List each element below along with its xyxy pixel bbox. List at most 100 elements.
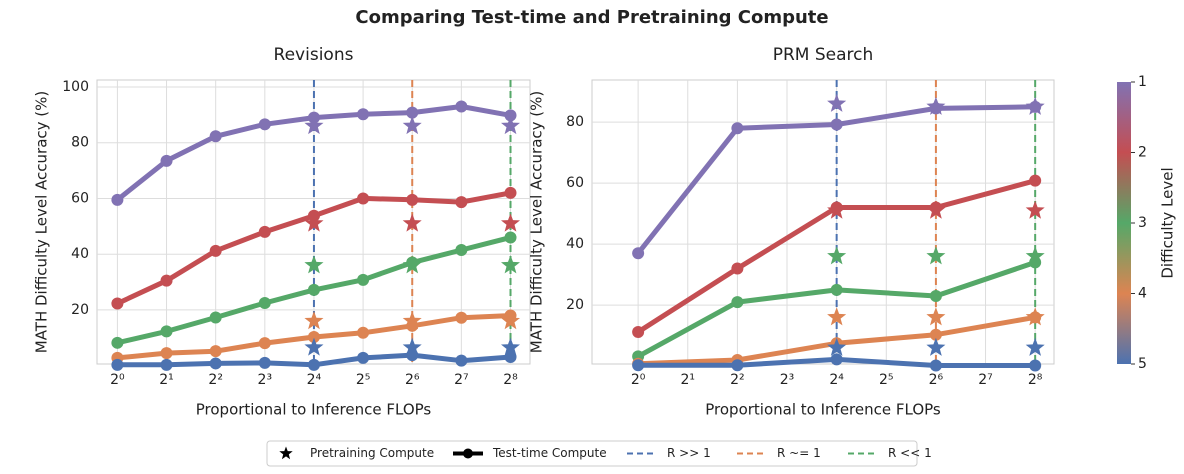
test-time-point bbox=[455, 244, 468, 257]
pretraining-star bbox=[1025, 200, 1045, 219]
pretraining-star bbox=[827, 246, 847, 265]
y-tick-label: 100 bbox=[62, 79, 89, 95]
test-time-point bbox=[830, 118, 843, 131]
pretraining-star bbox=[402, 311, 422, 330]
test-time-point bbox=[357, 273, 370, 286]
pretraining-star bbox=[501, 337, 520, 356]
legend-label: R >> 1 bbox=[667, 446, 711, 460]
pretraining-star bbox=[926, 200, 946, 219]
legend-label: Pretraining Compute bbox=[310, 446, 434, 460]
pretraining-star bbox=[1025, 96, 1045, 115]
test-time-point bbox=[731, 122, 744, 135]
test-time-point bbox=[111, 358, 124, 371]
x-tick-label: 2¹ bbox=[680, 372, 695, 388]
x-tick-label: 2⁰ bbox=[631, 372, 646, 388]
test-time-point bbox=[731, 262, 744, 275]
pretraining-star bbox=[402, 116, 422, 135]
test-time-point bbox=[504, 351, 517, 364]
y-axis-label: MATH Difficulty Level Accuracy (%) bbox=[528, 91, 546, 354]
test-time-point bbox=[632, 247, 645, 260]
x-tick-label: 2³ bbox=[258, 372, 273, 388]
pretraining-star bbox=[501, 255, 520, 274]
pretraining-star bbox=[304, 337, 324, 356]
test-time-point bbox=[160, 347, 173, 360]
panel-title: PRM Search bbox=[773, 45, 874, 65]
y-tick-label: 20 bbox=[71, 302, 89, 318]
y-tick-label: 60 bbox=[566, 175, 584, 191]
x-tick-label: 2⁶ bbox=[405, 372, 420, 388]
x-axis-label: Proportional to Inference FLOPs bbox=[196, 401, 432, 419]
test-time-point bbox=[307, 330, 320, 343]
test-time-point bbox=[357, 108, 370, 121]
x-tick-label: 2⁷ bbox=[454, 372, 469, 388]
pretraining-star bbox=[304, 255, 324, 274]
x-tick-label: 2¹ bbox=[159, 372, 174, 388]
test-time-point bbox=[307, 283, 320, 296]
legend-box bbox=[266, 440, 918, 467]
test-time-point bbox=[160, 274, 173, 287]
test-time-point bbox=[406, 193, 419, 206]
colorbar-tick-label: 3 bbox=[1138, 215, 1147, 231]
x-axis-label: Proportional to Inference FLOPs bbox=[705, 401, 941, 419]
test-time-point bbox=[258, 337, 271, 350]
x-tick-label: 2³ bbox=[780, 372, 795, 388]
colorbar-tick-label: 2 bbox=[1138, 145, 1147, 161]
legend-label: Test-time Compute bbox=[492, 446, 607, 460]
x-tick-label: 2⁵ bbox=[879, 372, 894, 388]
x-tick-label: 2⁷ bbox=[978, 372, 993, 388]
x-tick-label: 2⁰ bbox=[110, 372, 125, 388]
test-time-point bbox=[209, 345, 222, 358]
pretraining-star bbox=[402, 255, 422, 274]
test-time-point bbox=[455, 100, 468, 113]
test-time-point bbox=[357, 192, 370, 205]
test-time-point bbox=[258, 225, 271, 238]
pretraining-star bbox=[304, 116, 324, 135]
pretraining-star bbox=[1025, 337, 1045, 356]
pretraining-star bbox=[501, 116, 520, 135]
panel-title: Revisions bbox=[274, 45, 354, 65]
test-time-point bbox=[160, 154, 173, 167]
test-time-point bbox=[504, 186, 517, 199]
pretraining-star bbox=[501, 311, 520, 330]
test-time-point bbox=[111, 193, 124, 206]
test-time-point bbox=[455, 311, 468, 324]
test-time-point bbox=[830, 283, 843, 296]
pretraining-star bbox=[827, 93, 847, 112]
test-time-point bbox=[258, 356, 271, 369]
test-time-point bbox=[1029, 174, 1042, 187]
x-tick-label: 2⁶ bbox=[929, 372, 944, 388]
test-time-point bbox=[209, 130, 222, 143]
test-time-point bbox=[731, 359, 744, 372]
test-time-point bbox=[111, 336, 124, 349]
pretraining-star bbox=[926, 307, 946, 326]
y-axis-label: MATH Difficulty Level Accuracy (%) bbox=[33, 91, 51, 354]
test-time-point bbox=[357, 326, 370, 339]
pretraining-star bbox=[926, 246, 946, 265]
test-time-point bbox=[111, 297, 124, 310]
test-time-point bbox=[929, 328, 942, 341]
test-time-point bbox=[307, 358, 320, 371]
x-tick-label: 2⁸ bbox=[1028, 372, 1043, 388]
pretraining-star bbox=[402, 337, 422, 356]
y-tick-label: 40 bbox=[566, 236, 584, 252]
pretraining-star bbox=[827, 337, 847, 356]
x-tick-label: 2² bbox=[208, 372, 223, 388]
pretraining-star bbox=[827, 200, 847, 219]
test-time-point bbox=[160, 325, 173, 338]
figure-title: Comparing Test-time and Pretraining Comp… bbox=[355, 7, 828, 28]
test-time-point bbox=[830, 353, 843, 366]
legend-label: R ~= 1 bbox=[777, 446, 821, 460]
x-tick-label: 2⁴ bbox=[307, 372, 322, 388]
test-time-point bbox=[406, 106, 419, 119]
y-tick-label: 20 bbox=[566, 297, 584, 313]
test-time-point bbox=[632, 359, 645, 372]
test-time-point bbox=[258, 296, 271, 309]
test-time-point bbox=[209, 244, 222, 257]
pretraining-star bbox=[926, 96, 946, 115]
test-time-point bbox=[160, 358, 173, 371]
colorbar bbox=[1117, 82, 1131, 364]
test-time-point bbox=[1029, 359, 1042, 372]
test-time-point bbox=[455, 196, 468, 209]
y-tick-label: 80 bbox=[566, 114, 584, 130]
